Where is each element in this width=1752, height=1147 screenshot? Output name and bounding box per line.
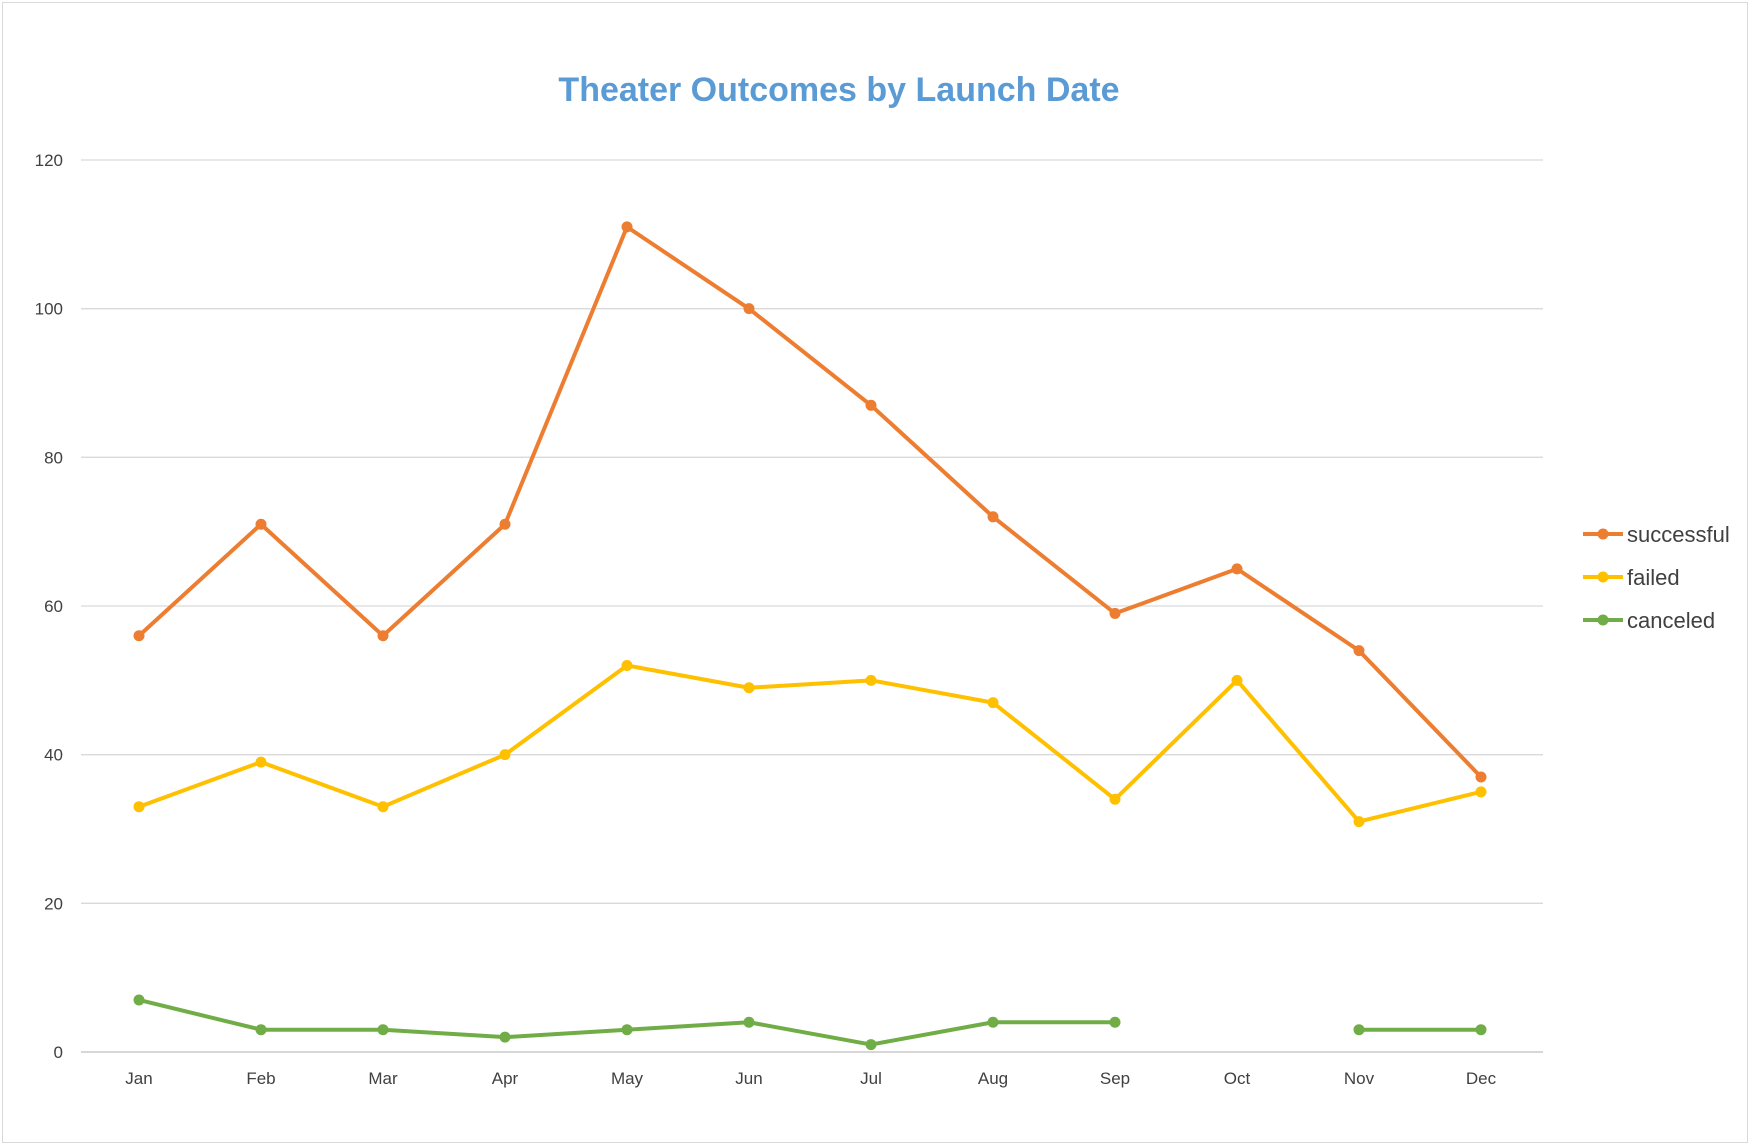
data-point-failed-Nov (1353, 816, 1365, 828)
chart-title: Theater Outcomes by Launch Date (558, 71, 1119, 109)
x-tick-label: Feb (246, 1069, 275, 1088)
data-point-failed-May (621, 659, 633, 671)
data-point-canceled-Mar (377, 1024, 389, 1036)
data-point-failed-Oct (1231, 674, 1243, 686)
data-point-successful-Apr (499, 518, 511, 530)
data-point-successful-Aug (987, 511, 999, 523)
legend-marker-canceled (1597, 614, 1609, 626)
data-point-successful-Nov (1353, 645, 1365, 657)
data-point-successful-Oct (1231, 563, 1243, 575)
legend-item-failed: failed (1583, 565, 1680, 590)
data-point-canceled-Sep (1109, 1016, 1121, 1028)
legend-label-successful: successful (1627, 522, 1730, 547)
data-point-successful-May (621, 221, 633, 233)
x-tick-label: Jan (125, 1069, 152, 1088)
series-successful (133, 221, 1487, 783)
y-tick-label: 100 (35, 300, 63, 319)
data-point-failed-Jun (743, 682, 755, 694)
y-tick-label: 40 (44, 746, 63, 765)
legend-marker-failed (1597, 571, 1609, 583)
x-tick-label: Dec (1466, 1069, 1497, 1088)
y-tick-label: 20 (44, 894, 63, 913)
legend-label-canceled: canceled (1627, 608, 1715, 633)
legend-marker-successful (1597, 528, 1609, 540)
data-point-failed-Sep (1109, 793, 1121, 805)
y-tick-label: 120 (35, 151, 63, 170)
data-point-canceled-Jul (865, 1039, 877, 1051)
data-point-successful-Jan (133, 630, 145, 642)
y-tick-label: 80 (44, 448, 63, 467)
series-canceled (133, 994, 1487, 1051)
data-point-failed-Mar (377, 801, 389, 813)
data-point-successful-Jul (865, 399, 877, 411)
x-tick-label: Mar (368, 1069, 398, 1088)
data-point-failed-Jul (865, 674, 877, 686)
data-point-successful-Jun (743, 303, 755, 315)
data-point-canceled-Nov (1353, 1024, 1365, 1036)
data-point-canceled-Dec (1475, 1024, 1487, 1036)
data-point-canceled-May (621, 1024, 633, 1036)
data-point-successful-Feb (255, 518, 267, 530)
series-line-canceled (137, 997, 1117, 1047)
y-axis: 0 20 40 60 80 100 120 (35, 151, 63, 1062)
series-line-successful (137, 224, 1483, 779)
x-tick-label: Apr (492, 1069, 519, 1088)
legend-label-failed: failed (1627, 565, 1680, 590)
data-point-canceled-Apr (499, 1031, 511, 1043)
plot-series (133, 221, 1487, 1051)
x-axis: Jan Feb Mar Apr May Jun Jul Aug Sep Oct Nov Dec (125, 1069, 1496, 1088)
data-point-canceled-Jun (743, 1016, 755, 1028)
data-point-successful-Mar (377, 630, 389, 642)
x-tick-label: Jun (735, 1069, 762, 1088)
x-tick-label: Jul (860, 1069, 882, 1088)
y-tick-label: 60 (44, 597, 63, 616)
x-tick-label: May (611, 1069, 644, 1088)
data-point-failed-Feb (255, 756, 267, 768)
x-tick-label: Aug (978, 1069, 1008, 1088)
line-chart: Theater Outcomes by Launch Date 0 20 40 60 8… (35, 71, 1730, 1088)
x-tick-label: Oct (1224, 1069, 1251, 1088)
data-point-failed-Aug (987, 697, 999, 709)
data-point-failed-Apr (499, 749, 511, 761)
x-tick-label: Nov (1344, 1069, 1375, 1088)
data-point-successful-Sep (1109, 607, 1121, 619)
data-point-canceled-Aug (987, 1016, 999, 1028)
data-point-failed-Dec (1475, 786, 1487, 798)
legend-item-successful: successful (1583, 522, 1730, 547)
series-failed (133, 659, 1487, 828)
gridlines (81, 159, 1543, 1053)
x-tick-label: Sep (1100, 1069, 1130, 1088)
data-point-successful-Dec (1475, 771, 1487, 783)
legend-item-canceled: canceled (1583, 608, 1715, 633)
y-tick-label: 0 (54, 1043, 63, 1062)
series-line-failed (137, 663, 1483, 824)
data-point-canceled-Jan (133, 994, 145, 1006)
legend: successful failed canceled (1583, 522, 1730, 633)
data-point-canceled-Feb (255, 1024, 267, 1036)
data-point-failed-Jan (133, 801, 145, 813)
